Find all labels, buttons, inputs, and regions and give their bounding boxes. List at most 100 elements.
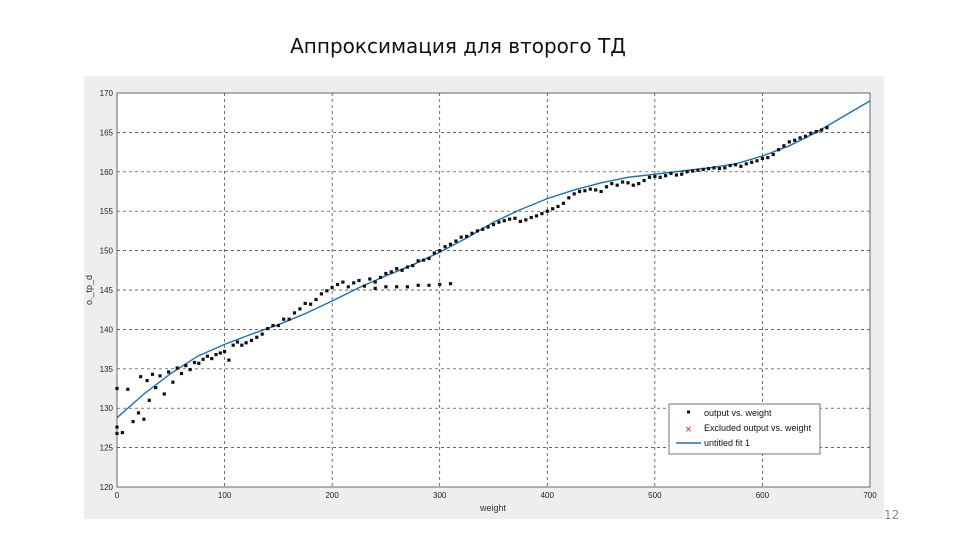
legend-label-excluded: Excluded output vs. weight [704,423,812,433]
data-point [145,379,149,383]
data-point [674,173,678,177]
data-point [647,175,652,179]
data-point [621,180,625,184]
data-point [298,307,302,311]
data-point [188,368,192,372]
data-point [154,386,158,390]
data-point [497,220,501,224]
data-point [416,259,420,263]
data-point [825,126,829,130]
data-point [739,164,743,168]
data-point [142,417,146,421]
data-point [422,258,426,262]
data-point [750,160,754,164]
legend-box [668,403,821,455]
data-point [136,411,141,415]
data-point [167,370,171,374]
data-point [162,392,166,396]
y-tick-label: 155 [100,207,114,216]
data-point [271,323,275,328]
data-point [373,286,377,290]
data-point [567,196,571,200]
y-tick-label: 145 [100,286,114,295]
y-tick-label: 120 [100,483,114,492]
legend-label-fit: untitled fit 1 [704,438,750,448]
data-point [809,131,813,135]
data-point [529,215,533,220]
data-point [465,234,469,238]
data-point [551,207,555,211]
data-point [115,425,119,429]
data-point [766,156,770,160]
x-tick-label: 700 [863,491,877,500]
data-point [416,283,420,287]
data-point [223,349,227,354]
data-point [432,251,436,255]
data-point [240,343,244,347]
y-axis-label: o._tp_d [84,275,94,305]
data-point [755,159,759,163]
data-point [470,231,474,235]
data-point [179,371,184,376]
data-point [459,235,463,239]
data-point [115,386,119,391]
data-point [604,185,609,189]
x-tick-label: 100 [218,491,232,500]
data-point [820,128,824,132]
data-point [335,282,340,287]
data-point [384,271,388,276]
data-point [210,357,214,361]
data-point [524,218,528,222]
data-point [599,189,603,194]
data-point [184,364,188,368]
data-point [255,335,259,339]
data-point [227,358,231,362]
data-point [518,219,522,223]
x-tick-label: 200 [325,491,339,500]
data-point [717,167,721,171]
data-point [282,317,286,321]
data-point [438,282,442,287]
data-point [481,227,485,231]
fit-curve-layer [116,100,871,419]
tick-labels: 0 100 200 300 400 500 600 700 120 125 130 135 140 145… [100,89,878,500]
y-tick-label: 125 [100,444,114,453]
data-point [330,286,334,290]
data-point [777,148,781,152]
data-point [384,285,388,289]
data-point [798,136,802,140]
data-point [218,351,222,355]
data-point [249,338,254,342]
data-point [572,192,576,196]
data-point [669,171,673,175]
data-point [491,223,496,227]
y-tick-label: 165 [100,128,114,137]
data-point [610,182,614,186]
data-point [266,327,270,331]
data-point [814,130,818,134]
data-point [235,340,240,344]
legend-label-points: output vs. weight [704,408,772,418]
data-point [658,175,662,179]
data-point [325,289,329,293]
data-point [588,187,592,191]
data-point [787,140,791,144]
slide-title: Аппроксимация для второго ТД [290,34,626,58]
y-tick-label: 135 [100,365,114,374]
page-number: 12 [884,508,900,522]
data-point [454,239,458,243]
data-point [389,270,393,274]
data-point [760,156,764,160]
data-point [486,225,490,229]
data-point [341,280,345,284]
x-tick-label: 400 [541,491,555,500]
data-point [214,353,218,357]
data-point [319,292,323,296]
y-tick-label: 130 [100,404,114,413]
x-tick-label: 500 [648,491,662,500]
data-point [400,268,404,272]
data-point [583,189,587,193]
data-point [126,387,130,391]
data-point [260,332,264,336]
